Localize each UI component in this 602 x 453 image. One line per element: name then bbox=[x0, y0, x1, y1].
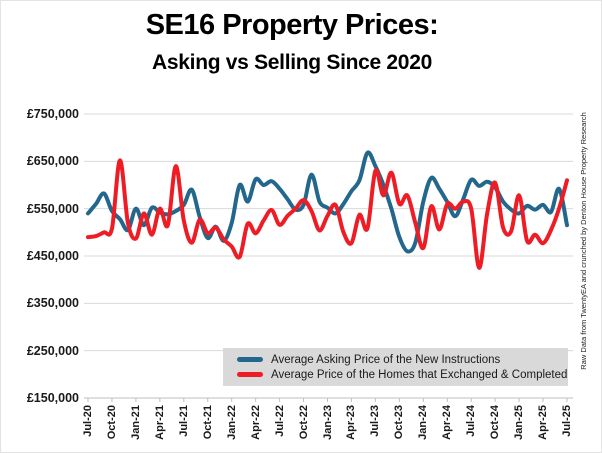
y-tick-label: £350,000 bbox=[26, 296, 79, 311]
x-tick-label: Jan-24 bbox=[417, 405, 430, 440]
x-tick-label: Jul-25 bbox=[561, 405, 573, 437]
chart-subtitle: Asking vs Selling Since 2020 bbox=[152, 51, 432, 74]
y-tick-label: £150,000 bbox=[26, 391, 79, 405]
x-tick-label: Oct-22 bbox=[297, 405, 310, 440]
x-tick-label: Jan-23 bbox=[321, 405, 334, 440]
x-tick-label: Apr-21 bbox=[153, 405, 166, 440]
legend-label-asking: Average Asking Price of the New Instruct… bbox=[271, 353, 501, 366]
y-tick-label: £450,000 bbox=[26, 249, 79, 263]
x-tick-label: Jul-22 bbox=[273, 405, 286, 437]
x-tick-label: Jan-22 bbox=[225, 405, 238, 440]
legend-item-selling: Average Price of the Homes that Exchange… bbox=[237, 369, 568, 381]
x-tick-label: Jul-21 bbox=[177, 405, 190, 437]
selling-price-line bbox=[86, 158, 569, 270]
selling-line-swatch bbox=[237, 372, 263, 377]
x-tick-label: Oct-23 bbox=[393, 405, 406, 440]
x-tick-label: Oct-24 bbox=[489, 405, 502, 440]
chart-title: SE16 Property Prices: bbox=[145, 9, 439, 41]
x-tick-label: Jul-20 bbox=[82, 405, 94, 437]
x-tick-label: Jan-21 bbox=[129, 405, 142, 440]
y-tick-label: £750,000 bbox=[26, 107, 79, 121]
y-tick-label: £650,000 bbox=[26, 154, 79, 169]
x-tick-label: Apr-25 bbox=[537, 405, 550, 440]
x-tick-label: Oct-20 bbox=[105, 405, 118, 440]
x-tick-label: Jul-24 bbox=[465, 405, 478, 437]
x-tick-label: Jul-23 bbox=[369, 405, 382, 437]
chart-legend: Average Asking Price of the New Instruct… bbox=[223, 348, 568, 386]
x-tick-label: Jan-25 bbox=[513, 405, 526, 440]
x-tick-label: Apr-23 bbox=[345, 405, 358, 440]
legend-item-asking: Average Asking Price of the New Instruct… bbox=[237, 354, 568, 366]
asking-price-line bbox=[86, 150, 569, 254]
y-tick-label: £250,000 bbox=[26, 343, 79, 358]
x-tick-label: Apr-22 bbox=[249, 405, 262, 440]
data-credit-text: Raw Data from TwentyEA and crunched by D… bbox=[579, 112, 588, 370]
legend-label-selling: Average Price of the Homes that Exchange… bbox=[271, 368, 568, 381]
asking-line-swatch bbox=[237, 357, 263, 362]
y-tick-label: £550,000 bbox=[26, 201, 79, 216]
x-tick-label: Apr-24 bbox=[441, 405, 454, 440]
x-tick-label: Oct-21 bbox=[201, 405, 214, 440]
